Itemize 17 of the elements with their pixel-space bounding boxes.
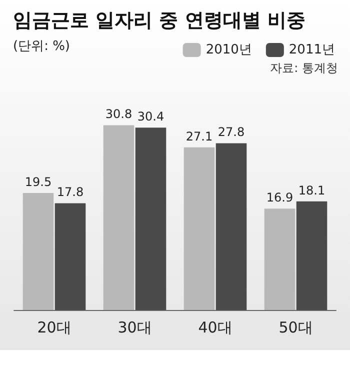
legend-label: 2011년 (288, 42, 336, 58)
x-tick-label: 20대 (37, 318, 72, 336)
x-tick-label: 50대 (278, 318, 313, 336)
chart-title: 임금근로 일자리 중 연령대별 비중 (13, 10, 306, 32)
data-label: 27.1 (186, 129, 213, 144)
data-label: 30.4 (137, 110, 164, 124)
legend-label: 2010년 (206, 42, 252, 58)
data-label: 27.8 (218, 125, 245, 140)
data-label: 19.5 (24, 175, 52, 189)
x-tick-label: 30대 (118, 318, 152, 336)
chart-subtitle: (단위: %) (13, 39, 70, 54)
data-label: 16.9 (266, 190, 294, 205)
data-label: 18.1 (298, 183, 326, 198)
data-label: 17.8 (56, 185, 84, 200)
x-tick-label: 40대 (198, 318, 232, 336)
text: 자료: 통계청 (270, 61, 338, 75)
data-label: 30.8 (105, 107, 132, 122)
